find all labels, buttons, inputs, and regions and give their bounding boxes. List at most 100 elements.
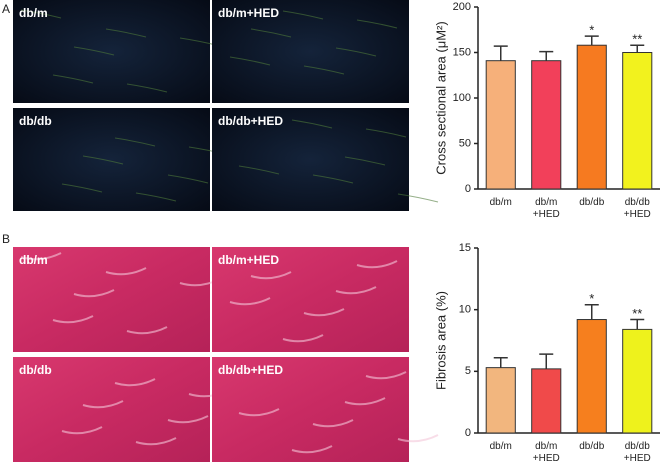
texture <box>397 434 439 443</box>
texture <box>312 174 354 184</box>
image-label: db/m+HED <box>218 253 279 267</box>
x-tick-label: db/db <box>579 441 605 452</box>
bar <box>576 319 607 434</box>
image-label: db/m+HED <box>218 6 279 20</box>
texture <box>73 289 115 298</box>
texture <box>167 174 209 184</box>
micrograph <box>13 108 210 211</box>
texture <box>114 378 156 387</box>
texture <box>82 400 124 409</box>
x-tick-label: db/m +HED <box>532 441 560 464</box>
y-tick-label: 5 <box>465 365 471 377</box>
error-bar <box>584 35 599 46</box>
image-label: db/db <box>19 363 52 377</box>
texture <box>73 46 115 56</box>
texture <box>291 445 333 454</box>
y-tick-label: 0 <box>465 183 471 195</box>
texture <box>126 326 168 335</box>
error-bar <box>539 50 554 61</box>
significance: ** <box>632 306 642 321</box>
texture <box>61 426 103 435</box>
texture <box>344 156 386 166</box>
texture <box>335 47 377 57</box>
x-tick-label: db/m <box>489 441 512 452</box>
x-tick-label: db/m <box>489 197 512 208</box>
error-bar <box>539 353 554 369</box>
error-bar <box>493 357 508 368</box>
texture <box>82 155 124 165</box>
texture <box>167 415 209 424</box>
significance: ** <box>632 32 642 47</box>
texture <box>344 397 386 406</box>
bar <box>485 367 516 434</box>
texture <box>356 19 398 29</box>
y-tick-label: 150 <box>453 46 471 58</box>
texture <box>126 83 168 93</box>
texture <box>238 165 280 175</box>
y-tick-label: 15 <box>459 242 471 254</box>
image-label: db/db <box>19 114 52 128</box>
texture <box>135 192 177 202</box>
significance: * <box>589 23 594 38</box>
panel-label: A <box>2 2 10 16</box>
texture <box>250 28 292 38</box>
error-bar <box>584 303 599 320</box>
y-tick-label: 50 <box>459 137 471 149</box>
x-tick-label: db/m +HED <box>532 197 560 220</box>
x-tick-label: db/db +HED <box>623 197 651 220</box>
error-bar <box>493 45 508 61</box>
texture <box>250 271 292 280</box>
texture <box>365 128 407 138</box>
texture <box>61 183 103 193</box>
y-tick-label: 200 <box>453 1 471 13</box>
micrograph <box>212 247 409 352</box>
texture <box>303 65 345 75</box>
micrograph <box>212 108 409 211</box>
image-label: db/db+HED <box>218 114 283 128</box>
texture <box>135 437 177 446</box>
texture <box>238 408 280 417</box>
texture <box>312 419 354 428</box>
micrograph <box>13 0 210 103</box>
panel-label: B <box>2 232 10 246</box>
error-bar <box>630 44 645 53</box>
bar <box>576 44 607 190</box>
significance: * <box>589 291 594 306</box>
image-label: db/db+HED <box>218 363 283 377</box>
texture <box>291 119 333 129</box>
texture <box>365 371 407 380</box>
micrograph <box>13 357 210 462</box>
y-axis-label: Fibrosis area (%) <box>433 291 448 390</box>
texture <box>229 297 271 306</box>
micrograph <box>212 0 409 103</box>
x-tick-label: db/db <box>579 197 605 208</box>
y-tick-label: 0 <box>465 427 471 439</box>
texture <box>105 28 147 38</box>
bar <box>531 368 562 434</box>
texture <box>229 56 271 66</box>
image-label: db/m <box>19 6 48 20</box>
texture <box>20 9 62 19</box>
y-tick-label: 100 <box>453 92 471 104</box>
texture <box>52 74 94 84</box>
texture <box>282 10 324 20</box>
texture <box>303 308 345 317</box>
micrograph <box>212 357 409 462</box>
error-bar <box>630 318 645 330</box>
x-tick-label: db/db +HED <box>623 441 651 464</box>
bar <box>622 52 653 190</box>
texture <box>335 286 377 295</box>
texture <box>282 334 324 343</box>
texture <box>397 193 439 203</box>
texture <box>105 267 147 276</box>
bar <box>531 60 562 190</box>
bar <box>622 328 653 434</box>
bar <box>485 60 516 190</box>
texture <box>356 260 398 269</box>
texture <box>114 137 156 147</box>
y-tick-label: 10 <box>459 304 471 316</box>
micrograph <box>13 247 210 352</box>
texture <box>52 315 94 324</box>
